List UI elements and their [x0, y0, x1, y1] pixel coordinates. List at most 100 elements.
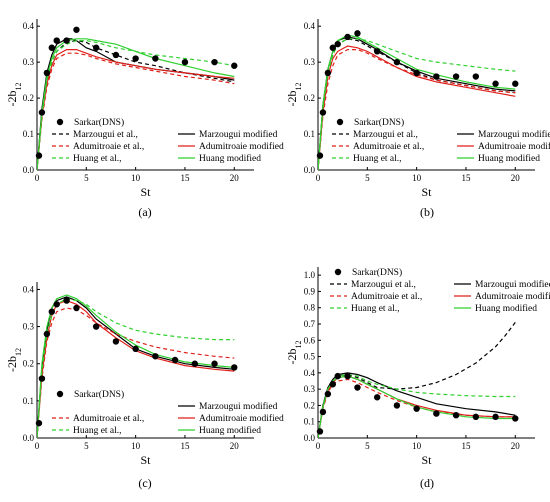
chart-panel-c: 0 5 10 15 20 0.0 0.1 0.2 0.3 0.4 St -2b12 Sarkar(DNS…	[5, 282, 284, 490]
x-axis-label: St	[421, 185, 432, 199]
y-axis-label: -2b12	[5, 83, 23, 107]
dns-point	[73, 26, 80, 33]
dns-point	[73, 304, 80, 312]
dns-point	[231, 62, 238, 69]
dns-point	[452, 73, 460, 80]
y-tick-label: 0.2	[23, 359, 34, 369]
legend-dns-label: Sarkar(DNS)	[354, 117, 404, 128]
dns-point	[63, 37, 70, 44]
dns-point	[43, 69, 51, 77]
x-tick-label: 0	[35, 173, 40, 183]
legend-label-adumod: Adumitroaie modified	[475, 291, 550, 302]
legend-label-adumod: Adumitroaie modified	[478, 141, 550, 152]
dns-point	[344, 372, 351, 380]
dns-point	[191, 360, 199, 367]
dns-point	[324, 390, 332, 398]
dns-point	[316, 152, 324, 159]
dns-point	[211, 360, 218, 367]
legend-label-adu: Adumitroaie et al.,	[73, 142, 144, 152]
dns-point	[334, 40, 341, 48]
dns-point	[492, 80, 499, 87]
dns-point	[452, 412, 460, 419]
dns-point	[472, 413, 480, 421]
legend-label-hu: Huang et al.,	[353, 154, 402, 164]
x-tick-label: 10	[412, 173, 422, 183]
legend-label-marzmod: Marzougui modified	[199, 129, 278, 140]
y-tick-label: 0.9	[304, 286, 316, 296]
x-axis-label: St	[421, 453, 432, 467]
dns-point	[63, 297, 70, 304]
y-tick-label: 0.2	[23, 93, 34, 103]
legend-dns-marker	[56, 390, 64, 398]
legend-label-marz: Marzougui modified	[199, 401, 278, 412]
legend-dns-label: Sarkar(DNS)	[352, 267, 402, 278]
y-tick-label: 0.3	[23, 322, 35, 332]
legend-dns-marker	[336, 118, 344, 126]
legend-label-adumod: Adumitroaie modified	[199, 413, 284, 424]
dns-point	[324, 69, 332, 77]
dns-point	[152, 353, 159, 360]
series-line-adu	[318, 49, 516, 170]
dns-point	[181, 58, 189, 66]
x-tick-label: 10	[131, 173, 141, 183]
dns-point	[92, 323, 100, 330]
x-tick-label: 5	[365, 173, 370, 183]
x-tick-label: 15	[461, 441, 471, 451]
dns-point	[35, 152, 43, 159]
chart-panel-a: 0 5 10 15 20 0.0 0.1 0.2 0.3 0.4 St -2b12 Sarkar(DNS…	[5, 19, 284, 219]
x-tick-label: 5	[84, 441, 89, 451]
x-tick-label: 10	[131, 441, 141, 451]
legend-label-marz: Marzougui et al.,	[351, 280, 416, 290]
y-tick-label: 0.0	[304, 433, 316, 443]
y-tick-label: 0.1	[304, 129, 315, 139]
dns-point	[132, 55, 139, 62]
y-tick-label: 0.1	[23, 396, 34, 406]
panel-caption: (a)	[138, 205, 151, 219]
dns-point	[48, 308, 55, 315]
legend-label-hu: Huang et al.,	[73, 426, 122, 436]
legend-label-marzmod: Marzougui modified	[478, 129, 550, 140]
legend-label-humod: Huang modified	[478, 153, 540, 164]
dns-point	[329, 44, 336, 51]
dns-point	[316, 428, 324, 435]
legend-dns-label: Sarkar(DNS)	[74, 117, 124, 128]
y-tick-label: 0.0	[23, 165, 35, 175]
dns-point	[211, 58, 218, 66]
dns-point	[35, 419, 43, 427]
legend-label-marz: Marzougui et al.,	[353, 130, 418, 140]
y-tick-label: 0.4	[23, 284, 35, 294]
y-tick-label: 0.7	[304, 319, 316, 329]
dns-point	[472, 73, 480, 80]
dns-point	[112, 338, 120, 345]
y-tick-label: 0.3	[304, 384, 316, 394]
dns-point	[329, 381, 336, 388]
legend-label-marz: Marzougui et al.,	[73, 130, 138, 140]
dns-point	[433, 73, 440, 80]
dns-point	[171, 356, 179, 364]
dns-point	[492, 413, 499, 421]
dns-point	[393, 402, 401, 409]
legend-label-adu: Adumitroaie et al.,	[73, 414, 144, 424]
dns-point	[48, 44, 55, 51]
legend-label-adumod: Adumitroaie modified	[199, 141, 284, 152]
chart-panel-b: 0 5 10 15 20 0.0 0.1 0.2 0.3 0.4 St -2b12 Sarkar(DNS…	[285, 19, 550, 219]
x-tick-label: 20	[511, 441, 521, 451]
y-tick-label: 0.2	[304, 93, 315, 103]
x-tick-label: 0	[316, 441, 321, 451]
dns-point	[334, 372, 341, 380]
dns-point	[344, 33, 351, 41]
y-tick-label: 0.3	[23, 57, 35, 67]
x-tick-label: 20	[230, 441, 240, 451]
dns-point	[413, 405, 420, 412]
panel-caption: (c)	[138, 476, 151, 490]
x-tick-label: 20	[230, 173, 240, 183]
legend-label-humod: Huang modified	[475, 303, 537, 314]
x-tick-label: 15	[180, 173, 190, 183]
dns-point	[53, 301, 60, 308]
dns-point	[393, 58, 401, 66]
y-tick-label: 0.6	[304, 335, 316, 345]
dns-point	[132, 345, 139, 353]
x-tick-label: 0	[35, 441, 40, 451]
dns-point	[43, 330, 51, 338]
